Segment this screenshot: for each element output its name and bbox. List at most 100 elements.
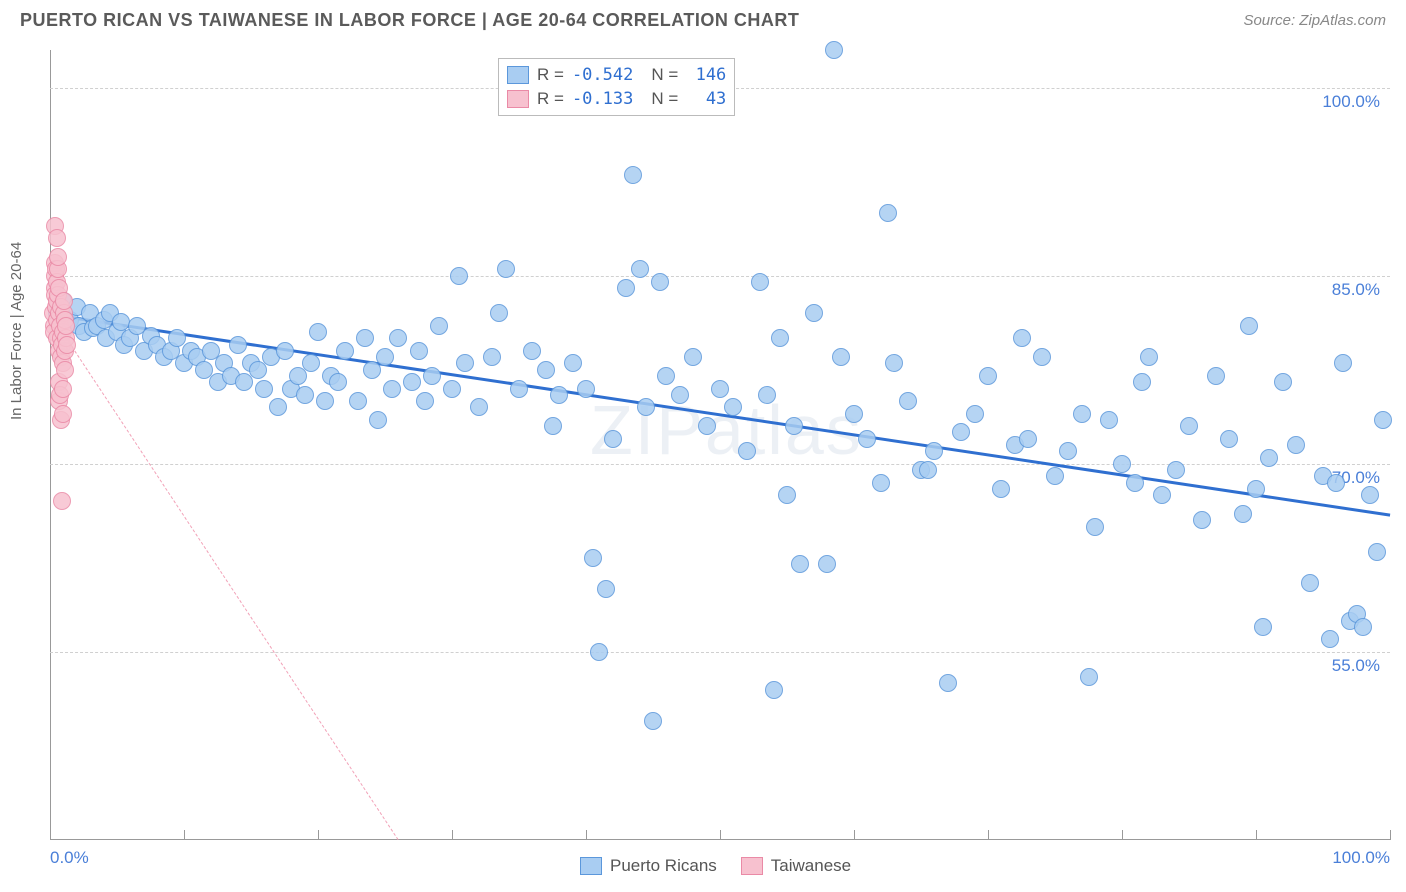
data-point [738, 442, 756, 460]
x-tick [50, 830, 51, 840]
data-point [309, 323, 327, 341]
legend-item: Taiwanese [741, 856, 851, 876]
x-tick [1122, 830, 1123, 840]
chart-source: Source: ZipAtlas.com [1243, 12, 1386, 29]
data-point [1180, 417, 1198, 435]
data-point [590, 643, 608, 661]
data-point [1207, 367, 1225, 385]
legend-label: Taiwanese [771, 856, 851, 876]
data-point [825, 41, 843, 59]
data-point [657, 367, 675, 385]
data-point [410, 342, 428, 360]
data-point [544, 417, 562, 435]
stats-label-n: N = [651, 65, 678, 85]
data-point [952, 423, 970, 441]
data-point [389, 329, 407, 347]
x-tick [184, 830, 185, 840]
stats-row: R =-0.542 N =146 [507, 63, 726, 87]
data-point [778, 486, 796, 504]
data-point [1126, 474, 1144, 492]
data-point [564, 354, 582, 372]
data-point [845, 405, 863, 423]
data-point [383, 380, 401, 398]
data-point [336, 342, 354, 360]
data-point [276, 342, 294, 360]
data-point [356, 329, 374, 347]
data-point [54, 405, 72, 423]
data-point [537, 361, 555, 379]
data-point [450, 267, 468, 285]
data-point [1321, 630, 1339, 648]
data-point [992, 480, 1010, 498]
data-point [1368, 543, 1386, 561]
data-point [1234, 505, 1252, 523]
data-point [329, 373, 347, 391]
data-point [1019, 430, 1037, 448]
data-point [771, 329, 789, 347]
trend-line [50, 314, 399, 841]
data-point [758, 386, 776, 404]
data-point [631, 260, 649, 278]
data-point [1301, 574, 1319, 592]
data-point [885, 354, 903, 372]
data-point [604, 430, 622, 448]
data-point [1247, 480, 1265, 498]
stats-box: R =-0.542 N =146R =-0.133 N =43 [498, 58, 735, 116]
data-point [966, 405, 984, 423]
data-point [671, 386, 689, 404]
x-max-label: 100.0% [1332, 848, 1390, 868]
data-point [369, 411, 387, 429]
legend-item: Puerto Ricans [580, 856, 717, 876]
data-point [497, 260, 515, 278]
data-point [483, 348, 501, 366]
x-min-label: 0.0% [50, 848, 89, 868]
data-point [255, 380, 273, 398]
data-point [296, 386, 314, 404]
data-point [1033, 348, 1051, 366]
data-point [899, 392, 917, 410]
data-point [1374, 411, 1392, 429]
data-point [925, 442, 943, 460]
data-point [1073, 405, 1091, 423]
data-point [597, 580, 615, 598]
gridline [50, 276, 1390, 277]
legend-swatch [507, 66, 529, 84]
data-point [979, 367, 997, 385]
data-point [1327, 474, 1345, 492]
legend-swatch [580, 857, 602, 875]
data-point [55, 292, 73, 310]
stats-row: R =-0.133 N =43 [507, 87, 726, 111]
data-point [651, 273, 669, 291]
data-point [470, 398, 488, 416]
data-point [550, 386, 568, 404]
data-point [785, 417, 803, 435]
gridline [50, 652, 1390, 653]
x-tick [318, 830, 319, 840]
data-point [510, 380, 528, 398]
data-point [48, 229, 66, 247]
data-point [879, 204, 897, 222]
data-point [423, 367, 441, 385]
data-point [1013, 329, 1031, 347]
chart-title: PUERTO RICAN VS TAIWANESE IN LABOR FORCE… [20, 10, 799, 31]
data-point [1113, 455, 1131, 473]
data-point [53, 492, 71, 510]
data-point [1354, 618, 1372, 636]
data-point [765, 681, 783, 699]
trend-line [50, 313, 1390, 517]
data-point [1193, 511, 1211, 529]
x-tick [1390, 830, 1391, 840]
data-point [1334, 354, 1352, 372]
data-point [1046, 467, 1064, 485]
x-tick [988, 830, 989, 840]
data-point [1086, 518, 1104, 536]
data-point [1274, 373, 1292, 391]
data-point [316, 392, 334, 410]
data-point [805, 304, 823, 322]
data-point [1361, 486, 1379, 504]
y-axis-line [50, 50, 51, 840]
data-point [584, 549, 602, 567]
data-point [1153, 486, 1171, 504]
data-point [269, 398, 287, 416]
data-point [684, 348, 702, 366]
